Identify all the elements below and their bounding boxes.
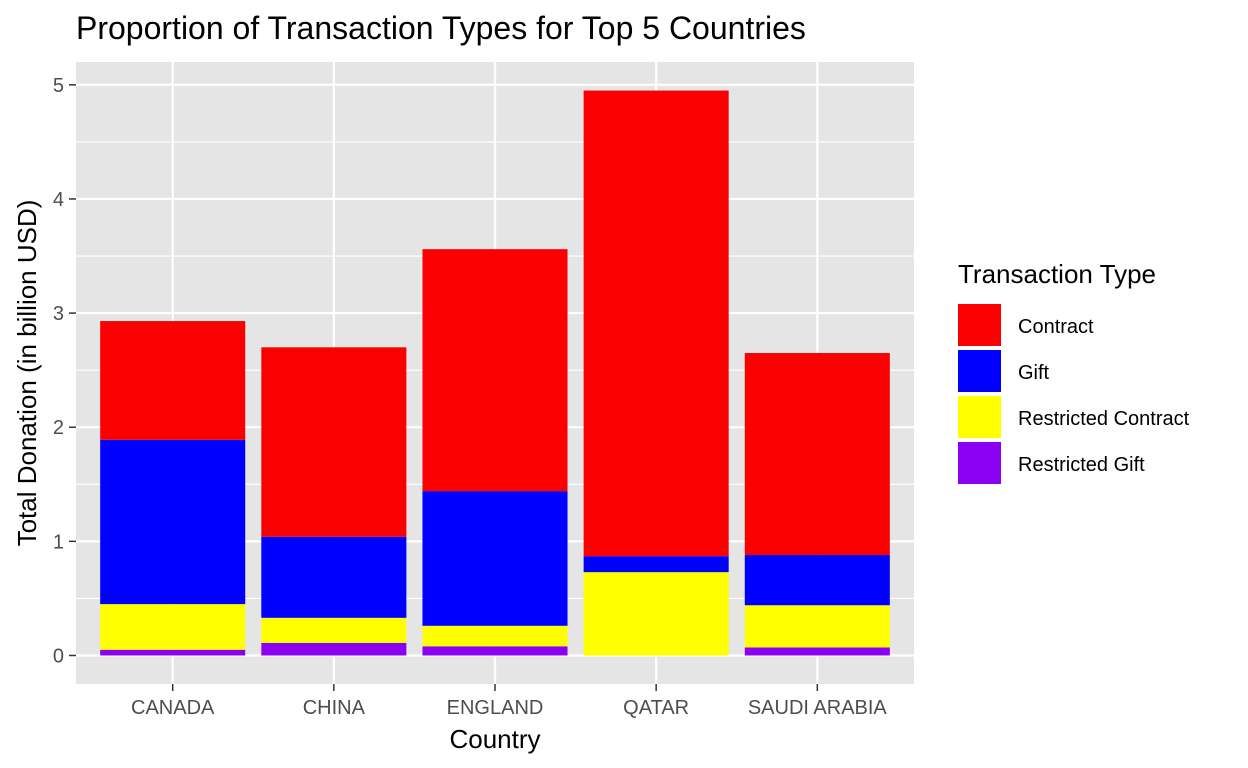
- bar-segment-restricted-contract: [100, 604, 246, 650]
- bar-segment-restricted-contract: [744, 605, 890, 648]
- legend-swatch: [958, 396, 1001, 438]
- bar-segment-gift: [422, 491, 568, 626]
- bar-segment-contract: [261, 347, 407, 537]
- legend-title: Transaction Type: [958, 259, 1156, 289]
- bar-segment-gift: [583, 556, 729, 573]
- bar-segment-restricted-gift: [100, 649, 246, 656]
- x-tick-label: ENGLAND: [447, 697, 544, 719]
- y-tick-label: 3: [53, 303, 64, 325]
- y-tick-label: 0: [53, 645, 64, 667]
- legend-label: Gift: [1018, 362, 1050, 384]
- legend-label: Restricted Contract: [1018, 408, 1190, 430]
- bar-segment-contract: [422, 249, 568, 492]
- bar-segment-restricted-gift: [744, 647, 890, 656]
- y-tick-label: 5: [53, 75, 64, 97]
- bars: [100, 90, 890, 656]
- bar-segment-restricted-contract: [261, 617, 407, 643]
- legend-label: Contract: [1018, 316, 1094, 338]
- y-tick-label: 2: [53, 417, 64, 439]
- x-axis-title: Country: [449, 724, 540, 754]
- bar-segment-gift: [744, 555, 890, 606]
- x-tick-label: SAUDI ARABIA: [748, 697, 888, 719]
- x-tick-label: QATAR: [623, 697, 689, 719]
- bar-segment-contract: [583, 90, 729, 557]
- x-tick-label: CANADA: [131, 697, 215, 719]
- bar-segment-restricted-gift: [261, 642, 407, 656]
- legend: Transaction Type Contract Gift Restricted …: [958, 259, 1190, 484]
- y-axis: 0 1 2 3 4 5: [53, 75, 76, 667]
- bar-segment-restricted-gift: [422, 646, 568, 656]
- legend-label: Restricted Gift: [1018, 454, 1145, 476]
- bar-segment-gift: [261, 536, 407, 618]
- y-tick-label: 4: [53, 189, 64, 211]
- y-axis-title: Total Donation (in billion USD): [12, 200, 42, 547]
- bar-segment-contract: [744, 353, 890, 556]
- bar-segment-restricted-contract: [583, 572, 729, 656]
- legend-swatch: [958, 350, 1001, 392]
- bar-segment-gift: [100, 439, 246, 605]
- bar-segment-restricted-contract: [422, 625, 568, 647]
- legend-swatch: [958, 304, 1001, 346]
- bar-segment-contract: [100, 321, 246, 440]
- x-tick-label: CHINA: [303, 697, 366, 719]
- x-axis: CANADA CHINA ENGLAND QATAR SAUDI ARABIA: [131, 684, 887, 719]
- chart-title: Proportion of Transaction Types for Top …: [76, 10, 806, 46]
- legend-swatch: [958, 442, 1001, 484]
- y-tick-label: 1: [53, 531, 64, 553]
